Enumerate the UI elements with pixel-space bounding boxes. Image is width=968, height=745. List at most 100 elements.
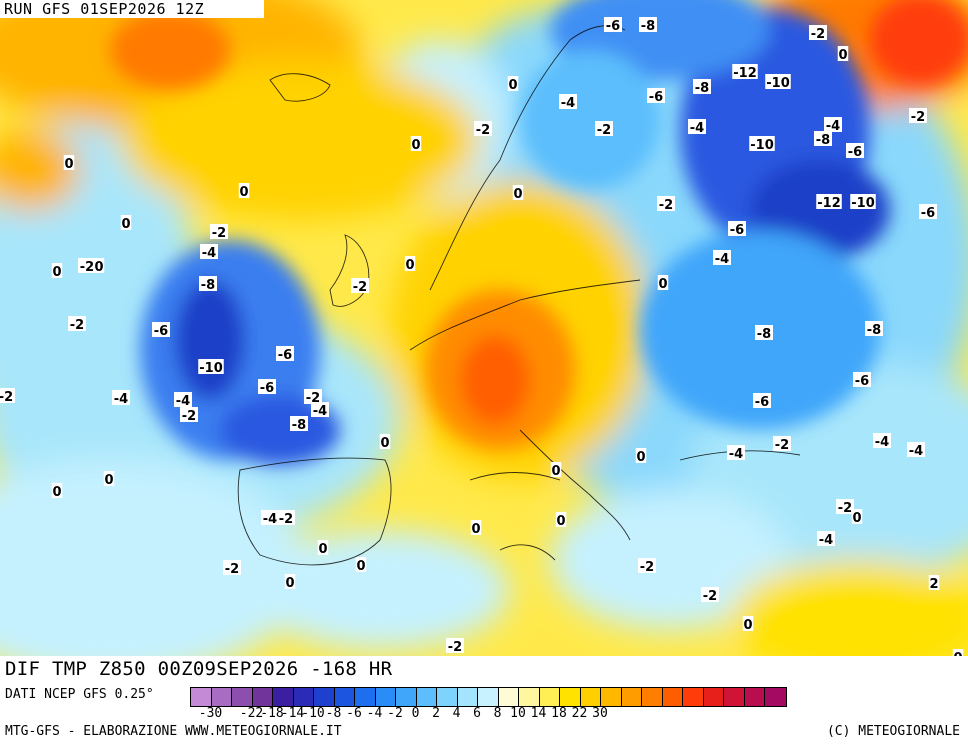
contour-label-box (304, 389, 322, 404)
contour-label-box (846, 143, 864, 158)
contour-label-box (851, 509, 863, 524)
color-swatch (601, 688, 622, 706)
contour-label-box (78, 258, 96, 273)
contour-label-box (152, 322, 170, 337)
contour-label: 0 (318, 542, 327, 557)
contour-label: 0 (636, 450, 645, 465)
color-swatch (580, 688, 601, 706)
color-swatch (765, 688, 786, 706)
color-scale-tick-label: 0 (411, 706, 420, 721)
contour-label-box (809, 25, 827, 40)
contour-label-box (635, 448, 647, 463)
contour-label: 0 (94, 260, 103, 275)
color-swatch (232, 688, 253, 706)
color-scale-tick-label: 14 (530, 706, 547, 721)
contour-label-box (51, 483, 63, 498)
contour-label-box (816, 194, 842, 209)
contour-label: -2 (80, 260, 94, 275)
contour-label: -4 (819, 533, 833, 548)
color-scale-tick-label: 10 (510, 706, 526, 721)
contour-label: -4 (909, 444, 923, 459)
contour-label-box (404, 256, 416, 271)
contour-label: 0 (356, 559, 365, 574)
contour-label-box (379, 434, 391, 449)
contour-label: 0 (838, 48, 847, 63)
contour-label-box (199, 276, 217, 291)
contour-label-box (657, 275, 669, 290)
contour-label: 0 (52, 265, 61, 280)
contour-label-box (952, 649, 964, 656)
copyright-label: (C) METEOGIORNALE (826, 724, 960, 739)
color-scale-tick-label: -2 (387, 706, 403, 721)
contour-label: -10 (199, 361, 223, 376)
contour-label: -12 (817, 196, 841, 211)
contour-label-box (824, 117, 842, 132)
contour-label-box (410, 136, 422, 151)
contour-label: 0 (658, 277, 667, 292)
contour-label: 0 (411, 138, 420, 153)
contour-label-box (595, 121, 613, 136)
contour-label: -8 (201, 278, 215, 293)
color-scale-tick-label: -10 (301, 706, 325, 721)
contour-label-box (638, 558, 656, 573)
contour-label-box (919, 204, 937, 219)
contour-label-box (120, 215, 132, 230)
contour-label: -10 (766, 76, 790, 91)
contour-label-box (290, 416, 308, 431)
color-scale-bar (190, 687, 787, 707)
contour-label-box (732, 64, 758, 79)
color-swatch (478, 688, 499, 706)
color-swatch (334, 688, 355, 706)
color-swatch (191, 688, 212, 706)
color-swatch (703, 688, 724, 706)
color-swatch (355, 688, 376, 706)
contour-label: -6 (154, 324, 168, 339)
contour-label: -2 (225, 562, 239, 577)
contour-label: -6 (848, 145, 862, 160)
contour-label-box (713, 250, 731, 265)
temperature-anomaly-map: -6 -8 -2 0 -12 -10 -8 -6 -4 0 -2 -2 -4 -4 -8 -6 -10 -2 0 0 0… (0, 0, 968, 656)
contour-label: -4 (176, 394, 190, 409)
contour-label: -4 (715, 252, 729, 267)
contour-label-box (446, 638, 464, 653)
color-swatch (519, 688, 540, 706)
color-swatch (662, 688, 683, 706)
contour-label-box (688, 119, 706, 134)
contour-label: -8 (867, 323, 881, 338)
contour-label-box (68, 316, 86, 331)
color-swatch (211, 688, 232, 706)
color-scale-tick-label: 6 (473, 706, 481, 721)
contour-label: -8 (816, 133, 830, 148)
contour-label: -2 (353, 280, 367, 295)
contour-label: 0 (556, 514, 565, 529)
contour-label: -4 (263, 512, 277, 527)
contour-label-box (238, 183, 250, 198)
contour-label-box (693, 79, 711, 94)
contour-label: -6 (260, 381, 274, 396)
contour-label: 0 (380, 436, 389, 451)
contour-label-box (258, 379, 276, 394)
contour-label-box (198, 359, 224, 374)
color-scale-tick-label: -14 (280, 706, 305, 721)
contour-label-box (311, 402, 329, 417)
contour-label-box (93, 258, 105, 273)
contour-label-box (63, 155, 75, 170)
contour-label: -2 (811, 27, 825, 42)
contour-label: -2 (448, 640, 462, 655)
contour-label: -4 (826, 119, 840, 134)
contour-label: 2 (929, 577, 938, 592)
contour-label: -4 (729, 447, 743, 462)
contour-label-box (728, 221, 746, 236)
color-scale-ticks: -30 -22 -18 -14 -10 -8 -6 -4 -2 0 2 4 6 8 10 14 18 22 30 (190, 706, 968, 722)
contour-label: -10 (851, 196, 875, 211)
contour-label-box (701, 587, 719, 602)
contour-label-box (836, 499, 854, 514)
contour-label: -6 (278, 348, 292, 363)
color-swatch (314, 688, 335, 706)
color-scale-tick-label: 4 (452, 706, 461, 721)
run-label: RUN GFS 01SEP2026 12Z (0, 0, 264, 18)
contour-label: 0 (953, 651, 962, 656)
field-label: DIF TMP Z850 00Z09SEP2026 -168 HR (0, 656, 458, 683)
color-scale-tick-label: 8 (493, 706, 502, 721)
contour-label-box (284, 574, 296, 589)
